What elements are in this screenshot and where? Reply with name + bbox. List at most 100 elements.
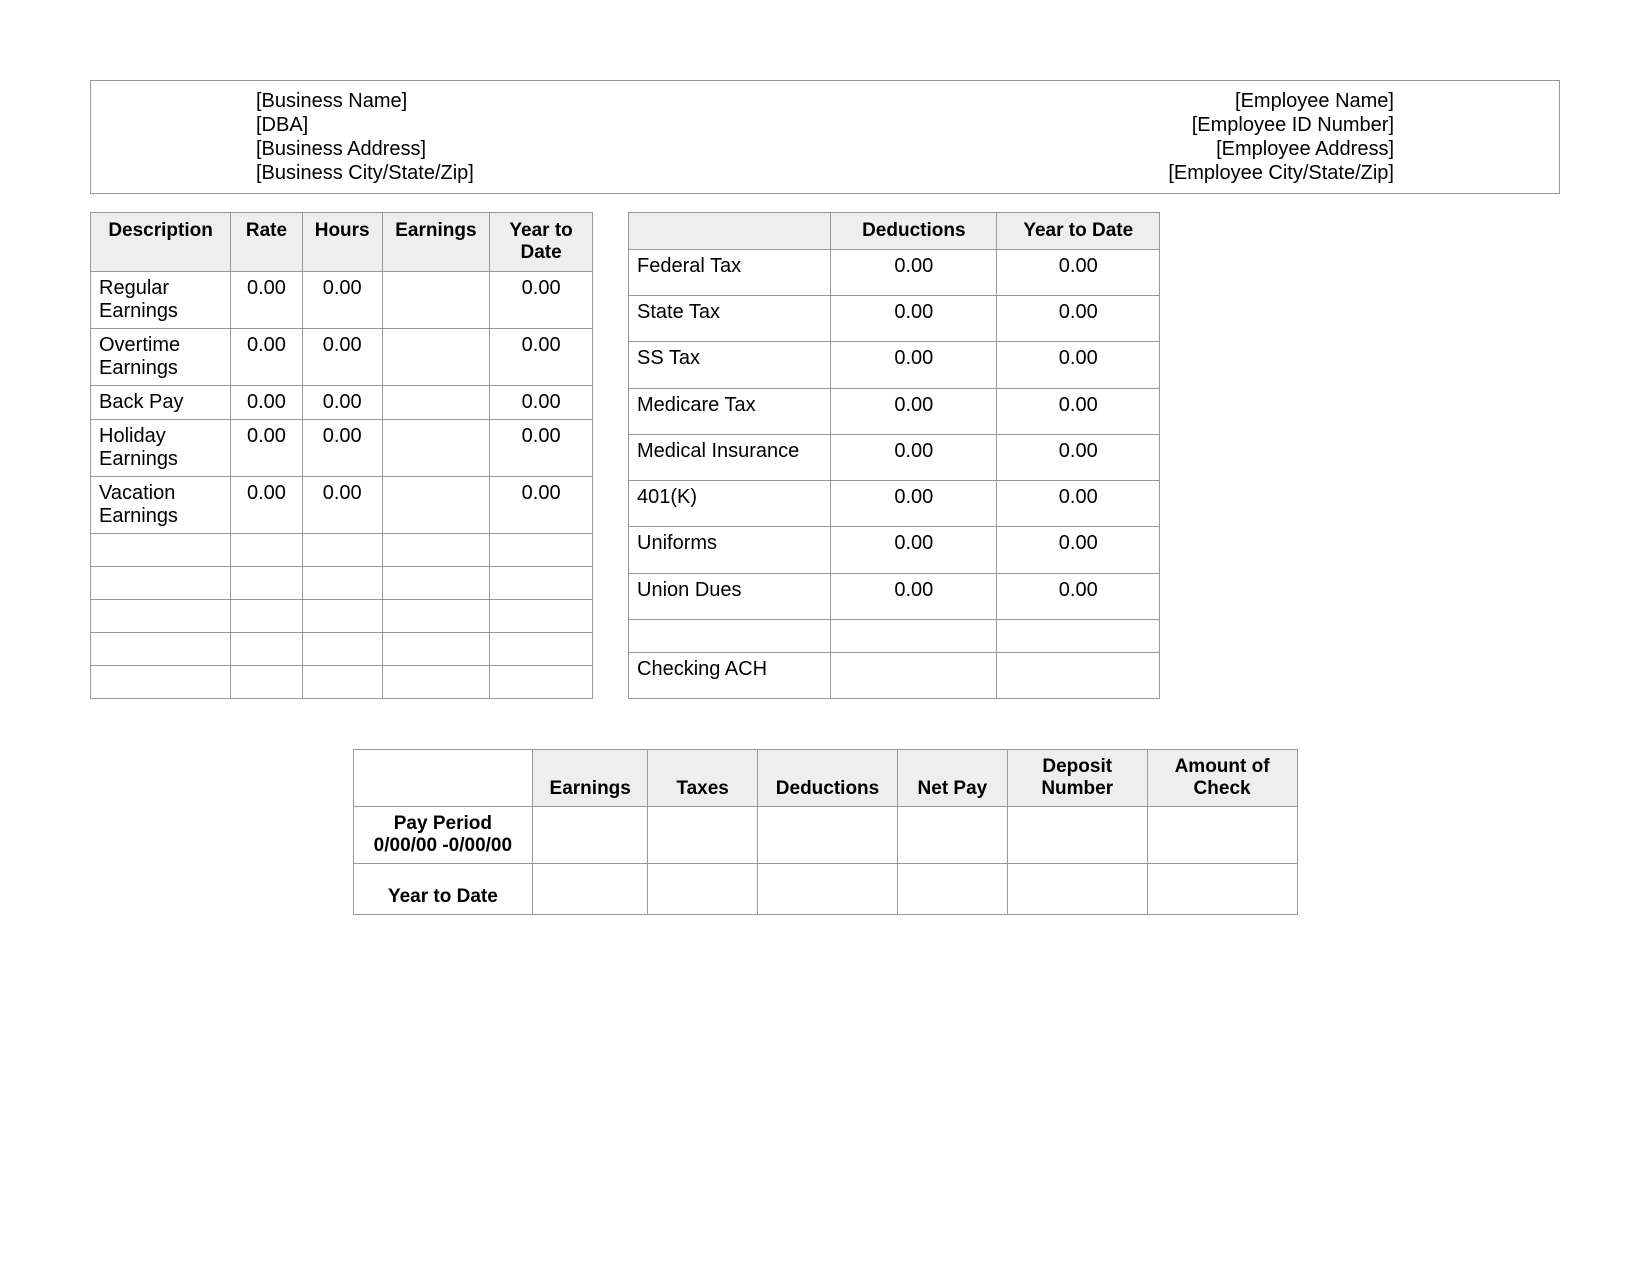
business-address: [Business Address] xyxy=(256,137,825,161)
earnings-ytd: 0.00 xyxy=(490,420,593,477)
summary-cell xyxy=(1007,807,1147,864)
summary-col-deposit: Deposit Number xyxy=(1007,750,1147,807)
deductions-table: Deductions Year to Date Federal Tax 0.00… xyxy=(628,212,1160,699)
summary-col-taxes: Taxes xyxy=(648,750,758,807)
earnings-hours: 0.00 xyxy=(302,386,382,420)
deduction-value: 0.00 xyxy=(831,388,997,434)
deduction-value xyxy=(831,652,997,698)
summary-cell xyxy=(758,863,898,914)
employee-csz: [Employee City/State/Zip] xyxy=(825,161,1394,185)
business-csz: [Business City/State/Zip] xyxy=(256,161,825,185)
employee-block: [Employee Name] [Employee ID Number] [Em… xyxy=(825,89,1559,185)
deduction-label: Medicare Tax xyxy=(629,388,831,434)
earnings-hours: 0.00 xyxy=(302,477,382,534)
summary-cell xyxy=(758,807,898,864)
table-row-empty xyxy=(91,666,593,699)
summary-col-blank xyxy=(353,750,533,807)
table-row: Union Dues 0.00 0.00 xyxy=(629,573,1160,619)
table-row-empty xyxy=(91,633,593,666)
table-row: State Tax 0.00 0.00 xyxy=(629,296,1160,342)
deduction-ytd: 0.00 xyxy=(997,481,1160,527)
deductions-col-label xyxy=(629,213,831,250)
earnings-rate: 0.00 xyxy=(231,386,303,420)
deduction-value: 0.00 xyxy=(831,527,997,573)
deduction-ytd: 0.00 xyxy=(997,573,1160,619)
summary-table: Earnings Taxes Deductions Net Pay Deposi… xyxy=(353,749,1298,915)
ytd-label: Year to Date xyxy=(353,863,533,914)
table-row: 401(K) 0.00 0.00 xyxy=(629,481,1160,527)
earnings-desc: Vacation Earnings xyxy=(91,477,231,534)
deduction-value: 0.00 xyxy=(831,250,997,296)
earnings-desc: Holiday Earnings xyxy=(91,420,231,477)
deduction-value: 0.00 xyxy=(831,573,997,619)
summary-cell xyxy=(533,863,648,914)
table-row: Back Pay 0.00 0.00 0.00 xyxy=(91,386,593,420)
table-row-empty xyxy=(91,567,593,600)
earnings-earn xyxy=(382,329,490,386)
table-row-empty xyxy=(91,534,593,567)
deduction-label: 401(K) xyxy=(629,481,831,527)
earnings-earn xyxy=(382,386,490,420)
earnings-ytd: 0.00 xyxy=(490,329,593,386)
summary-cell xyxy=(897,863,1007,914)
table-row: Medicare Tax 0.00 0.00 xyxy=(629,388,1160,434)
earnings-rate: 0.00 xyxy=(231,329,303,386)
table-row: Uniforms 0.00 0.00 xyxy=(629,527,1160,573)
table-row: Federal Tax 0.00 0.00 xyxy=(629,250,1160,296)
deduction-value: 0.00 xyxy=(831,342,997,388)
deductions-col-ded: Deductions xyxy=(831,213,997,250)
deduction-label: State Tax xyxy=(629,296,831,342)
summary-col-netpay: Net Pay xyxy=(897,750,1007,807)
deduction-ytd: 0.00 xyxy=(997,296,1160,342)
earnings-desc: Overtime Earnings xyxy=(91,329,231,386)
deduction-value: 0.00 xyxy=(831,296,997,342)
deduction-label xyxy=(629,619,831,652)
pay-period-range: 0/00/00 -0/00/00 xyxy=(359,835,528,857)
business-dba: [DBA] xyxy=(256,113,825,137)
deduction-label: Federal Tax xyxy=(629,250,831,296)
deduction-ytd: 0.00 xyxy=(997,388,1160,434)
earnings-ytd: 0.00 xyxy=(490,272,593,329)
earnings-ytd: 0.00 xyxy=(490,386,593,420)
business-name: [Business Name] xyxy=(256,89,825,113)
deduction-label: Medical Insurance xyxy=(629,434,831,480)
earnings-desc: Regular Earnings xyxy=(91,272,231,329)
deductions-col-ytd: Year to Date xyxy=(997,213,1160,250)
table-row-empty xyxy=(91,600,593,633)
table-row: SS Tax 0.00 0.00 xyxy=(629,342,1160,388)
summary-cell xyxy=(533,807,648,864)
table-row: Vacation Earnings 0.00 0.00 0.00 xyxy=(91,477,593,534)
earnings-earn xyxy=(382,477,490,534)
deduction-value: 0.00 xyxy=(831,481,997,527)
earnings-col-rate: Rate xyxy=(231,213,303,272)
employee-address: [Employee Address] xyxy=(825,137,1394,161)
table-row: Checking ACH xyxy=(629,652,1160,698)
table-row xyxy=(629,619,1160,652)
earnings-ytd: 0.00 xyxy=(490,477,593,534)
employee-id: [Employee ID Number] xyxy=(825,113,1394,137)
deduction-ytd: 0.00 xyxy=(997,250,1160,296)
summary-cell xyxy=(648,807,758,864)
table-row: Overtime Earnings 0.00 0.00 0.00 xyxy=(91,329,593,386)
deduction-ytd xyxy=(997,619,1160,652)
business-block: [Business Name] [DBA] [Business Address]… xyxy=(91,89,825,185)
earnings-rate: 0.00 xyxy=(231,272,303,329)
earnings-rate: 0.00 xyxy=(231,420,303,477)
employee-name: [Employee Name] xyxy=(825,89,1394,113)
earnings-earn xyxy=(382,420,490,477)
earnings-earn xyxy=(382,272,490,329)
deduction-label: Union Dues xyxy=(629,573,831,619)
deduction-ytd: 0.00 xyxy=(997,434,1160,480)
deduction-label: Uniforms xyxy=(629,527,831,573)
deduction-label: Checking ACH xyxy=(629,652,831,698)
earnings-hours: 0.00 xyxy=(302,329,382,386)
earnings-hours: 0.00 xyxy=(302,272,382,329)
earnings-col-hours: Hours xyxy=(302,213,382,272)
earnings-hours: 0.00 xyxy=(302,420,382,477)
earnings-rate: 0.00 xyxy=(231,477,303,534)
summary-col-deductions: Deductions xyxy=(758,750,898,807)
paystub-header: [Business Name] [DBA] [Business Address]… xyxy=(90,80,1560,194)
deduction-ytd: 0.00 xyxy=(997,342,1160,388)
summary-cell xyxy=(1147,863,1297,914)
summary-cell xyxy=(648,863,758,914)
